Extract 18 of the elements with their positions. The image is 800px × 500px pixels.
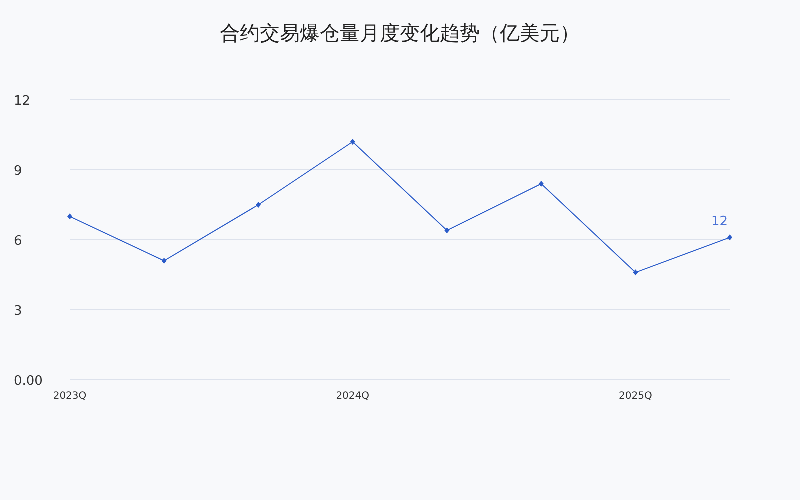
y-tick-label: 6 (14, 234, 22, 249)
chart-title: 合约交易爆仓量月度变化趋势（亿美元） (220, 21, 580, 45)
y-tick-label: 9 (14, 164, 22, 179)
point (256, 202, 262, 208)
point (444, 228, 450, 234)
point (633, 270, 638, 276)
y-tick-label: 3 (14, 304, 22, 319)
point (728, 234, 732, 241)
point (162, 258, 167, 264)
point (538, 181, 544, 187)
y-tick-label: 12 (14, 94, 31, 109)
annotation: 12 (711, 214, 728, 230)
point (350, 139, 356, 145)
x-tick-label: 2023Q (53, 391, 87, 402)
y-tick-label: 0.00 (14, 374, 43, 389)
x-tick-label: 2025Q (619, 391, 652, 402)
x-tick-label: 2024Q (336, 391, 370, 402)
point (68, 214, 72, 220)
